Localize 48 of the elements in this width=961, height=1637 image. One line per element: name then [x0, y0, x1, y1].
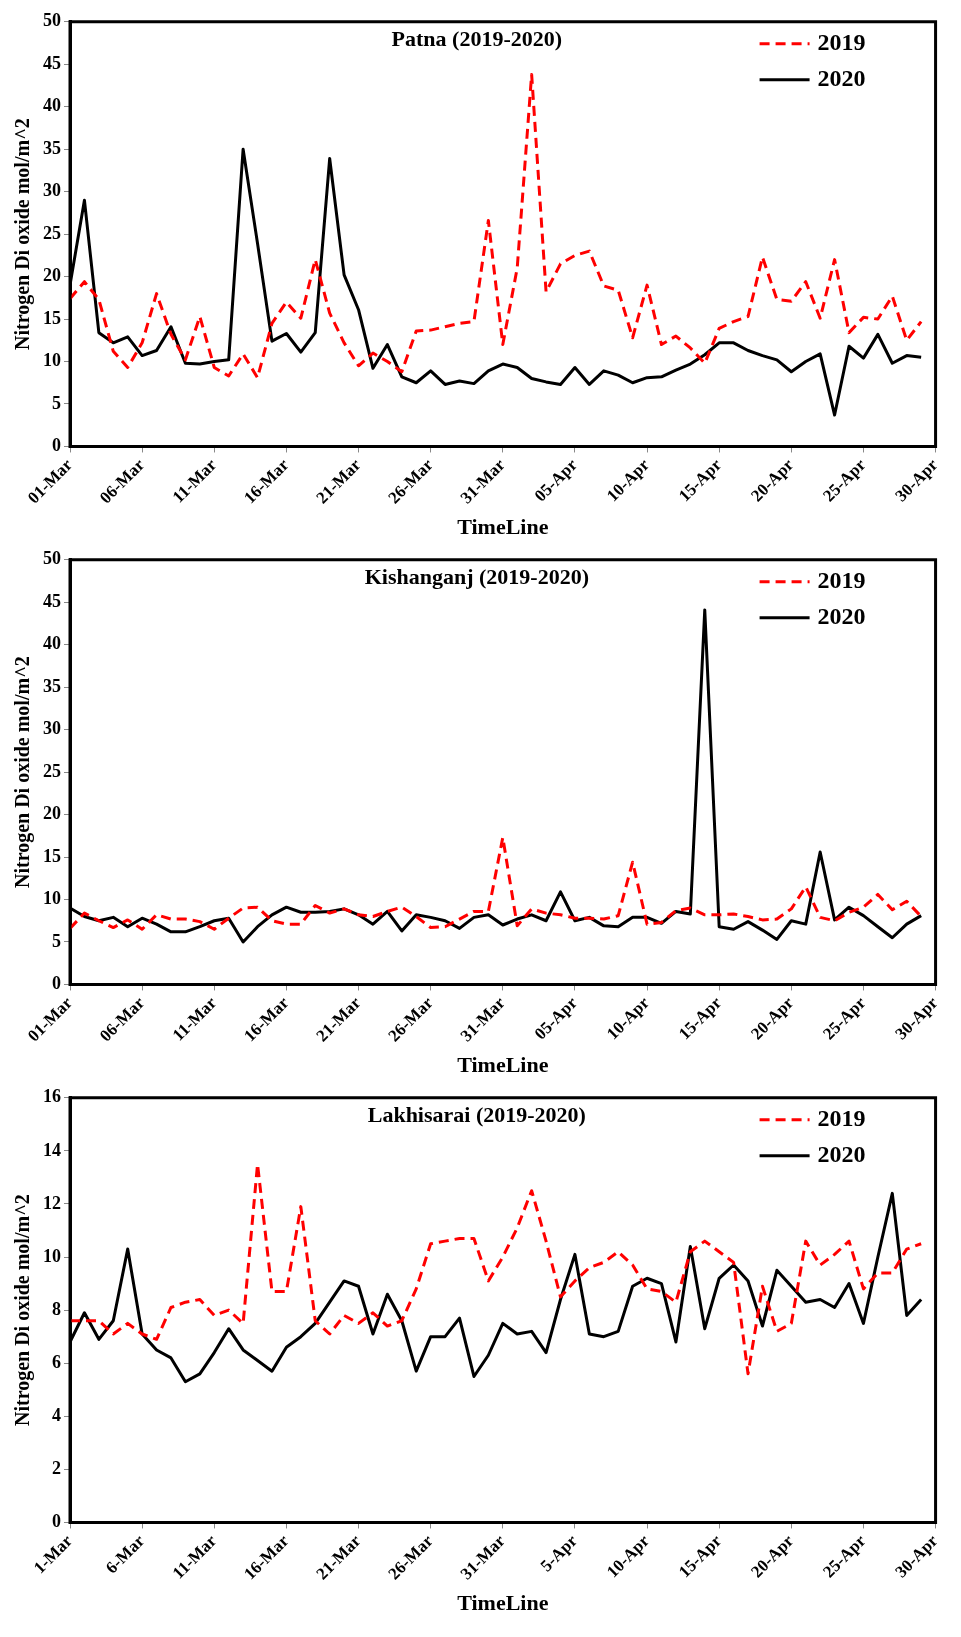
y-axis-title: Nitrogen Di oxide mol/m^2	[11, 118, 35, 351]
y-tick-label: 2	[52, 1458, 61, 1479]
y-tick-label: 50	[43, 10, 61, 31]
legend-label: 2020	[817, 65, 866, 91]
y-tick-label: 5	[52, 930, 61, 951]
y-tick-label: 10	[43, 1245, 61, 1266]
y-tick-label: 15	[43, 845, 61, 866]
y-tick-label: 15	[43, 307, 61, 328]
y-tick-label: 0	[52, 1511, 61, 1532]
y-axis-title: Nitrogen Di oxide mol/m^2	[11, 1194, 35, 1427]
legend-label: 2020	[817, 603, 866, 629]
y-tick-label: 6	[52, 1351, 61, 1372]
y-tick-label: 8	[52, 1298, 61, 1319]
x-axis-title: TimeLine	[457, 1052, 549, 1078]
line-series	[70, 72, 923, 380]
y-tick-label: 4	[52, 1404, 61, 1425]
y-tick-label: 20	[43, 803, 61, 824]
chart-title: Patna (2019-2020)	[391, 26, 563, 52]
y-tick-label: 30	[43, 180, 61, 201]
y-tick-label: 45	[43, 590, 61, 611]
y-tick-label: 16	[43, 1086, 61, 1107]
y-tick-label: 25	[43, 760, 61, 781]
chart-title: Lakhisarai (2019-2020)	[367, 1102, 586, 1128]
y-tick-label: 14	[43, 1139, 61, 1160]
y-tick-label: 0	[52, 973, 61, 994]
x-axis-title: TimeLine	[457, 1590, 549, 1616]
y-tick-label: 20	[43, 265, 61, 286]
y-tick-label: 50	[43, 548, 61, 569]
legend-label: 2019	[817, 1105, 866, 1131]
y-tick-label: 10	[43, 888, 61, 909]
y-tick-label: 45	[43, 52, 61, 73]
y-tick-label: 0	[52, 435, 61, 456]
y-tick-label: 40	[43, 95, 61, 116]
y-tick-label: 25	[43, 222, 61, 243]
y-tick-label: 30	[43, 718, 61, 739]
y-tick-label: 35	[43, 675, 61, 696]
line-series	[70, 836, 923, 931]
chart-title: Kishanganj (2019-2020)	[364, 564, 589, 590]
y-tick-label: 40	[43, 633, 61, 654]
y-axis-title: Nitrogen Di oxide mol/m^2	[11, 656, 35, 889]
y-tick-label: 12	[43, 1192, 61, 1213]
y-tick-label: 5	[52, 392, 61, 413]
x-axis-title: TimeLine	[457, 514, 549, 540]
legend-label: 2019	[817, 567, 866, 593]
legend-label: 2020	[817, 1141, 866, 1167]
legend-label: 2019	[817, 29, 866, 55]
y-tick-label: 10	[43, 350, 61, 371]
y-tick-label: 35	[43, 137, 61, 158]
